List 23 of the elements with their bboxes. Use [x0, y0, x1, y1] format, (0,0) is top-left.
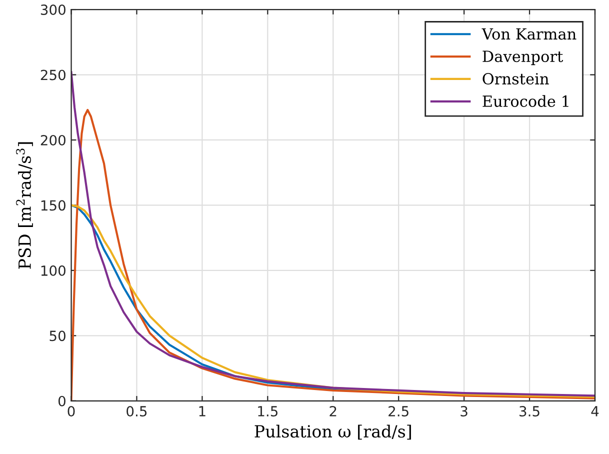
- x-tick-label: 3: [460, 406, 468, 416]
- y-tick-label: 150: [41, 200, 66, 211]
- x-tick-label: 2.5: [388, 406, 408, 416]
- legend-label: Eurocode 1: [482, 95, 568, 107]
- x-tick-label: 1.5: [258, 406, 278, 416]
- x-tick-label: 1: [199, 406, 206, 416]
- x-tick-label: 2: [330, 406, 336, 416]
- x-tick-label: 4: [591, 406, 599, 416]
- y-tick-label: 100: [41, 265, 66, 276]
- y-tick-label: 0: [58, 396, 66, 406]
- x-axis-title: Pulsation ω [rad/s]: [254, 424, 411, 440]
- y-axis-title: PSD [m$^{2}$rad/s$^{3}$]: [16, 142, 33, 269]
- line-series: [71, 204, 595, 398]
- legend-label: Von Karman: [482, 28, 576, 40]
- y-tick-label: 50: [50, 330, 66, 342]
- x-tick-label: 0: [68, 406, 75, 416]
- y-tick-label: 200: [40, 134, 66, 146]
- x-tick-label: 0.5: [126, 406, 147, 416]
- y-tick-label: 300: [40, 4, 66, 16]
- x-tick-label: 3.5: [520, 406, 540, 416]
- y-tick-label: 250: [40, 70, 66, 80]
- legend-label: Ornstein: [482, 72, 549, 85]
- legend-label: Davenport: [482, 50, 564, 66]
